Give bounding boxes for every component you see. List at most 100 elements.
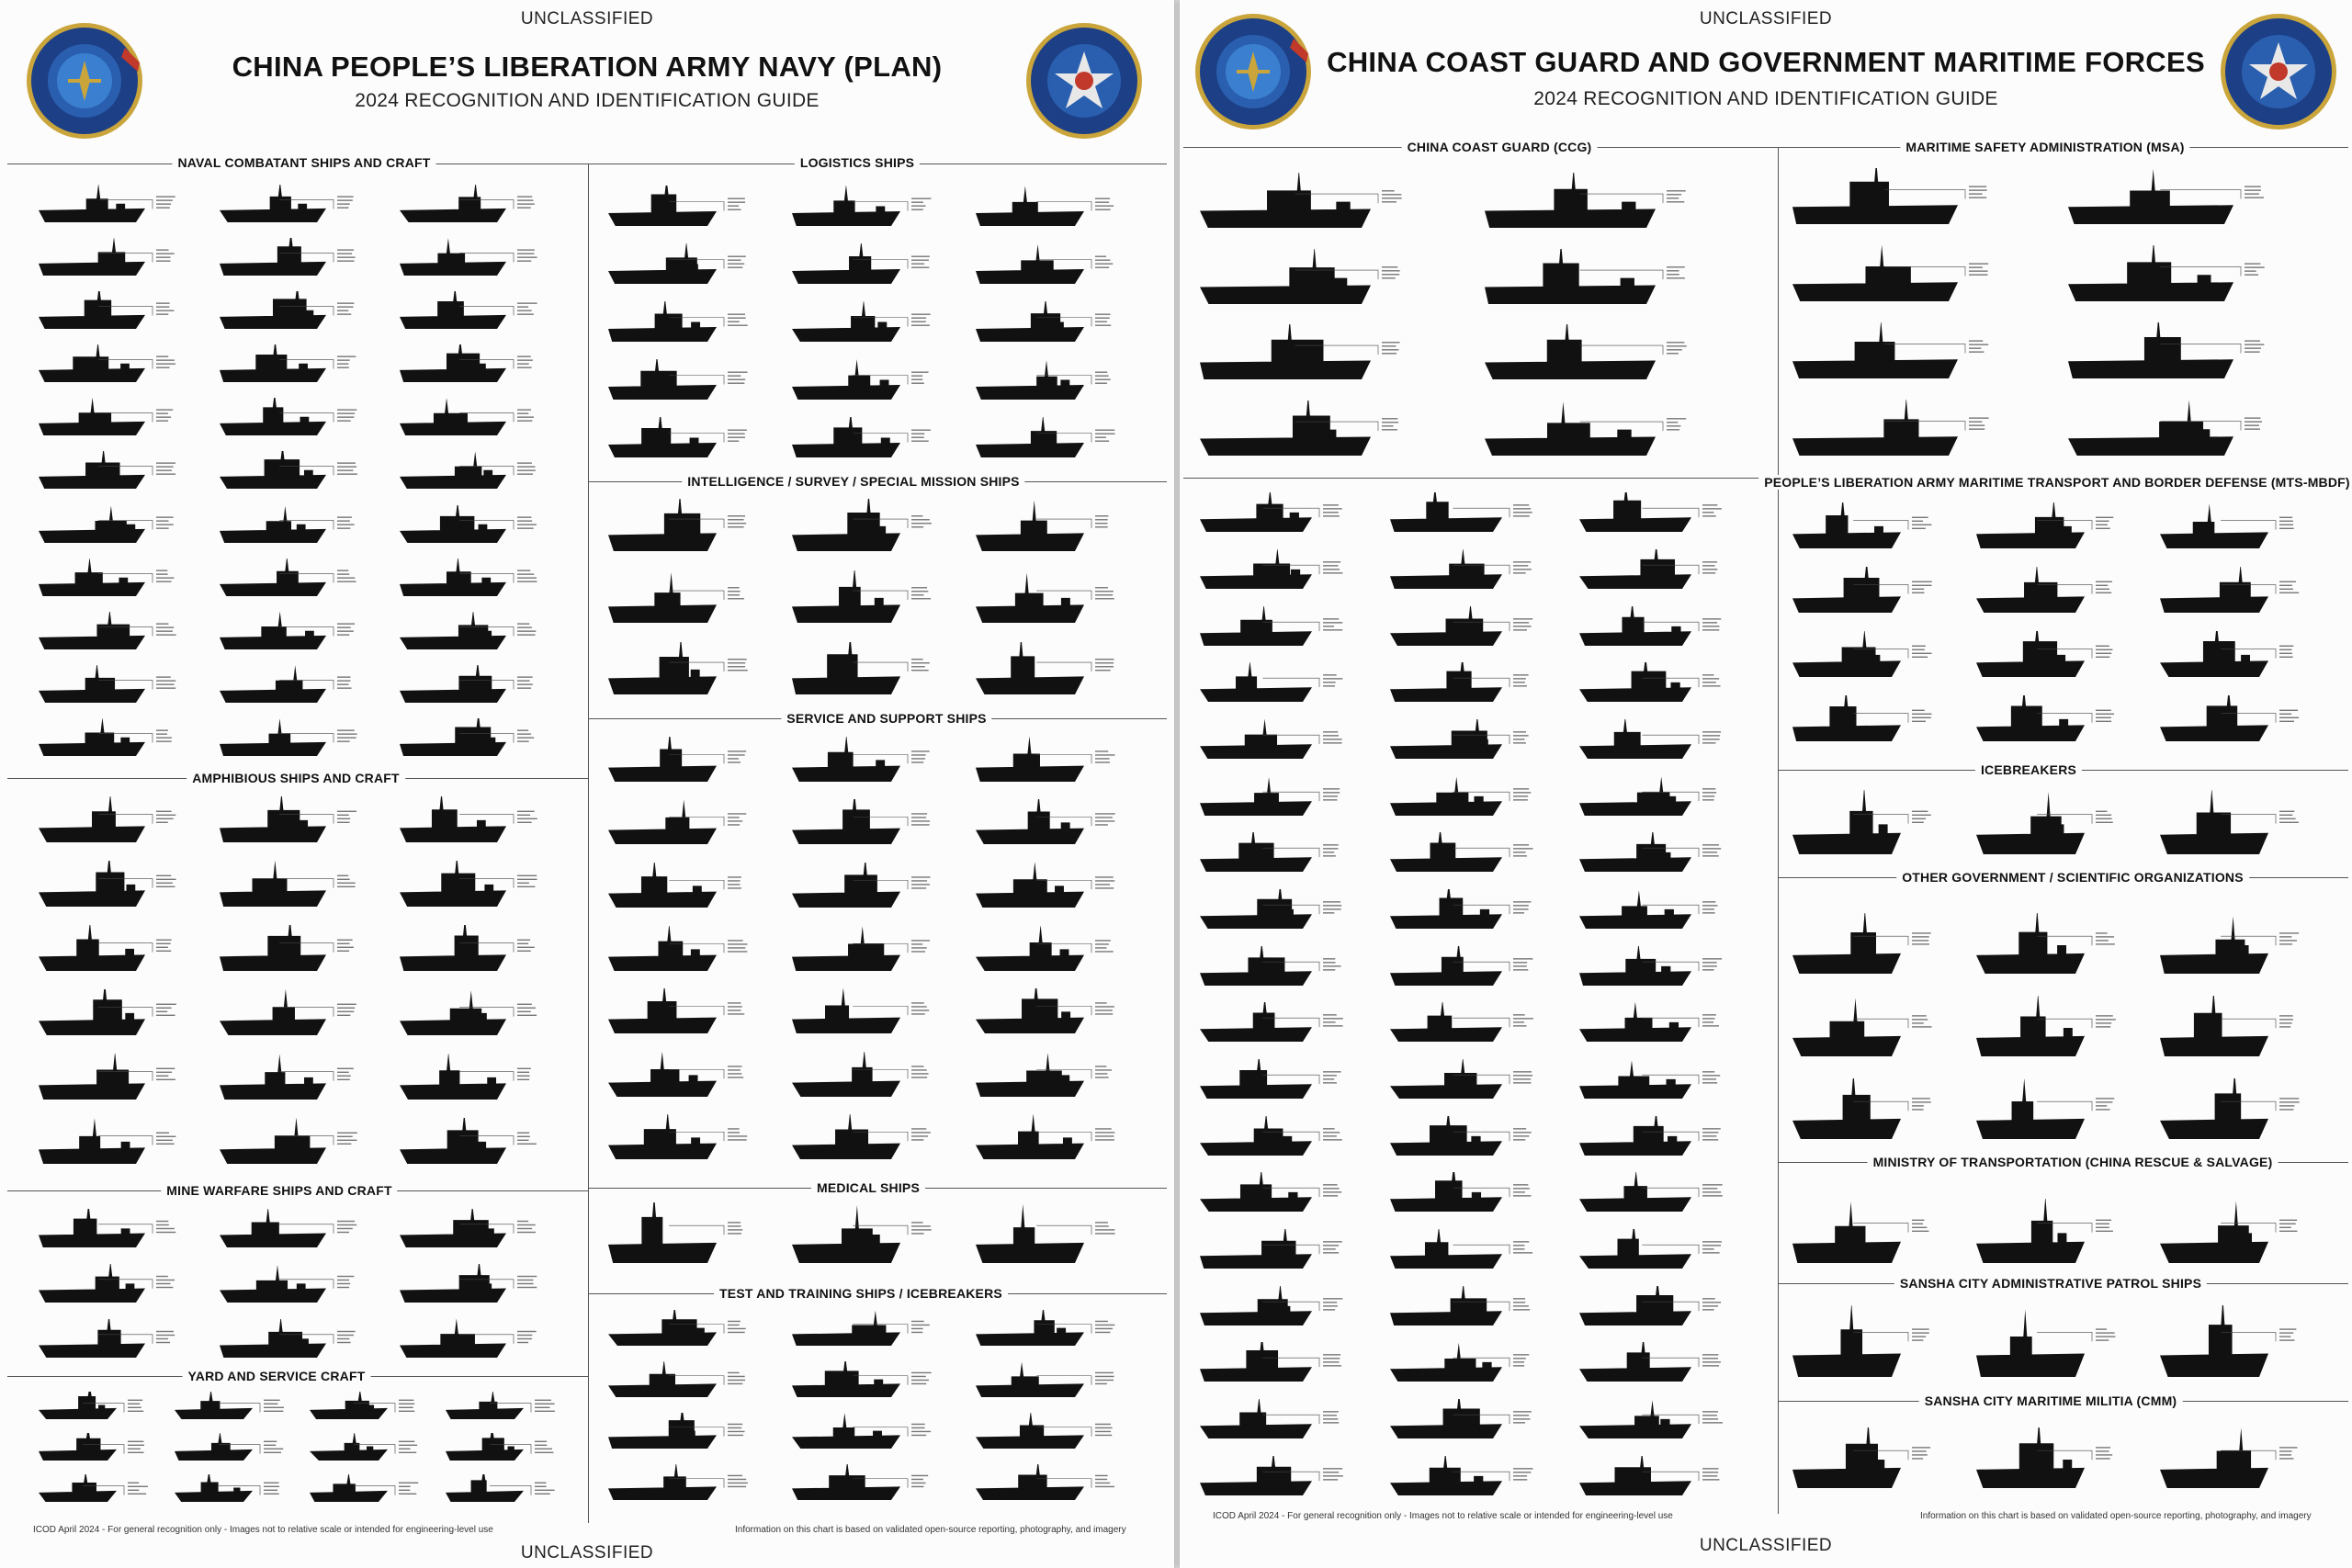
ship-silhouette-icon bbox=[792, 1052, 929, 1097]
ship-silhouette-icon bbox=[1200, 249, 1400, 304]
ship-silhouette-icon bbox=[792, 737, 930, 782]
ship-entry bbox=[2158, 1078, 2300, 1145]
ship-silhouette-icon bbox=[400, 451, 536, 489]
ship-silhouette-icon bbox=[39, 925, 172, 971]
page-subtitle: 2024 RECOGNITION AND IDENTIFICATION GUID… bbox=[1533, 88, 1998, 109]
icebreakers-grid bbox=[1791, 781, 2342, 868]
ship-silhouette-icon bbox=[400, 238, 537, 276]
ship-entry bbox=[974, 301, 1115, 347]
ship-silhouette-icon bbox=[400, 558, 537, 596]
ship-entry bbox=[1388, 1286, 1533, 1331]
ship-silhouette-icon bbox=[2160, 916, 2300, 974]
ship-silhouette-icon bbox=[39, 1433, 144, 1461]
ship-silhouette-icon bbox=[976, 1114, 1115, 1159]
ship-silhouette-icon bbox=[792, 926, 930, 971]
ship-entry bbox=[1198, 173, 1402, 233]
ship-silhouette-icon bbox=[175, 1474, 280, 1502]
ship-silhouette-icon bbox=[1579, 1002, 1719, 1042]
ship-silhouette-icon bbox=[2160, 1305, 2297, 1377]
ship-silhouette-icon bbox=[220, 398, 357, 435]
ship-silhouette-icon bbox=[1579, 492, 1722, 532]
ship-silhouette-icon bbox=[1200, 832, 1339, 872]
ship-silhouette-icon bbox=[792, 359, 929, 400]
ship-entry bbox=[1198, 1342, 1343, 1387]
ship-entry bbox=[1791, 1427, 1932, 1494]
ship-entry bbox=[218, 796, 357, 848]
ship-silhouette-icon bbox=[792, 1310, 930, 1346]
ship-silhouette-icon bbox=[1579, 890, 1718, 929]
footer-disclaimer: ICOD April 2024 - For general recognitio… bbox=[1213, 1511, 1673, 1521]
ship-entry bbox=[606, 1464, 748, 1506]
ship-silhouette-icon bbox=[1792, 998, 1932, 1056]
ship-silhouette-icon bbox=[400, 665, 533, 703]
ship-silhouette-icon bbox=[976, 988, 1114, 1033]
ship-entry bbox=[1198, 776, 1343, 821]
ship-entry bbox=[1791, 1199, 1932, 1269]
ship-entry bbox=[218, 1118, 357, 1169]
ship-entry bbox=[398, 1118, 537, 1169]
footer-source-note: Information on this chart is based on va… bbox=[1920, 1511, 2312, 1521]
ship-entry bbox=[2158, 502, 2300, 554]
ship-silhouette-icon bbox=[400, 925, 535, 971]
ship-silhouette-icon bbox=[446, 1392, 555, 1419]
ship-entry bbox=[1388, 1456, 1533, 1501]
ship-entry bbox=[37, 1209, 176, 1253]
ship-entry bbox=[790, 863, 932, 913]
ship-entry bbox=[1577, 1286, 1723, 1331]
ship-entry bbox=[37, 612, 176, 655]
ship-silhouette-icon bbox=[608, 1361, 746, 1397]
ship-silhouette-icon bbox=[1976, 1309, 2116, 1377]
ship-silhouette-icon bbox=[39, 718, 172, 756]
ship-silhouette-icon bbox=[608, 1464, 748, 1500]
ship-silhouette-icon bbox=[220, 665, 352, 703]
page-title: CHINA PEOPLE’S LIBERATION ARMY NAVY (PLA… bbox=[232, 51, 943, 83]
ship-entry bbox=[1577, 1229, 1723, 1274]
ship-silhouette-icon bbox=[2068, 322, 2265, 378]
ship-entry bbox=[1577, 492, 1723, 537]
ship-silhouette-icon bbox=[1976, 996, 2116, 1056]
ship-silhouette-icon bbox=[220, 1319, 356, 1358]
ship-entry bbox=[1974, 1078, 2116, 1145]
ship-silhouette-icon bbox=[1579, 1456, 1720, 1495]
ship-silhouette-icon bbox=[976, 1203, 1115, 1263]
ship-silhouette-icon bbox=[792, 988, 930, 1033]
ship-entry bbox=[790, 359, 932, 405]
ship-entry bbox=[1388, 946, 1533, 991]
ship-silhouette-icon bbox=[2160, 503, 2294, 548]
ship-silhouette-icon bbox=[2160, 1201, 2298, 1263]
ship-silhouette-icon bbox=[608, 799, 747, 844]
ship-entry bbox=[1974, 1199, 2116, 1269]
ship-silhouette-icon bbox=[792, 799, 931, 844]
ship-silhouette-icon bbox=[2160, 996, 2293, 1056]
ship-entry bbox=[1577, 606, 1723, 651]
ship-silhouette-icon bbox=[2160, 790, 2299, 854]
ship-entry bbox=[606, 1361, 748, 1403]
ship-silhouette-icon bbox=[1792, 695, 1932, 741]
ship-entry bbox=[1388, 1172, 1533, 1217]
ship-silhouette-icon bbox=[400, 861, 537, 907]
ship-entry bbox=[2158, 567, 2300, 618]
ship-entry bbox=[1198, 1286, 1343, 1331]
ship-entry bbox=[790, 1464, 932, 1506]
ship-silhouette-icon bbox=[608, 1413, 745, 1449]
ship-silhouette-icon bbox=[608, 1310, 746, 1346]
ship-silhouette-icon bbox=[39, 451, 176, 489]
ship-entry bbox=[974, 186, 1115, 231]
ship-silhouette-icon bbox=[1579, 832, 1722, 872]
ship-silhouette-icon bbox=[1792, 913, 1931, 974]
ship-silhouette-icon bbox=[1792, 400, 1989, 456]
ship-silhouette-icon bbox=[1390, 1229, 1533, 1269]
ship-silhouette-icon bbox=[608, 499, 747, 551]
ship-entry bbox=[974, 1464, 1115, 1506]
ship-entry bbox=[37, 238, 176, 281]
ship-entry bbox=[1577, 662, 1723, 707]
footer-classification: UNCLASSIFIED bbox=[1699, 1536, 1833, 1555]
ccg-patrol-grid bbox=[1198, 487, 1768, 1506]
ship-entry bbox=[1974, 790, 2116, 860]
ship-entry bbox=[1577, 549, 1723, 594]
ship-silhouette-icon bbox=[39, 861, 176, 907]
ship-entry bbox=[218, 1209, 357, 1253]
ship-silhouette-icon bbox=[976, 572, 1114, 623]
ship-entry bbox=[1483, 249, 1687, 310]
ship-silhouette-icon bbox=[220, 925, 354, 971]
